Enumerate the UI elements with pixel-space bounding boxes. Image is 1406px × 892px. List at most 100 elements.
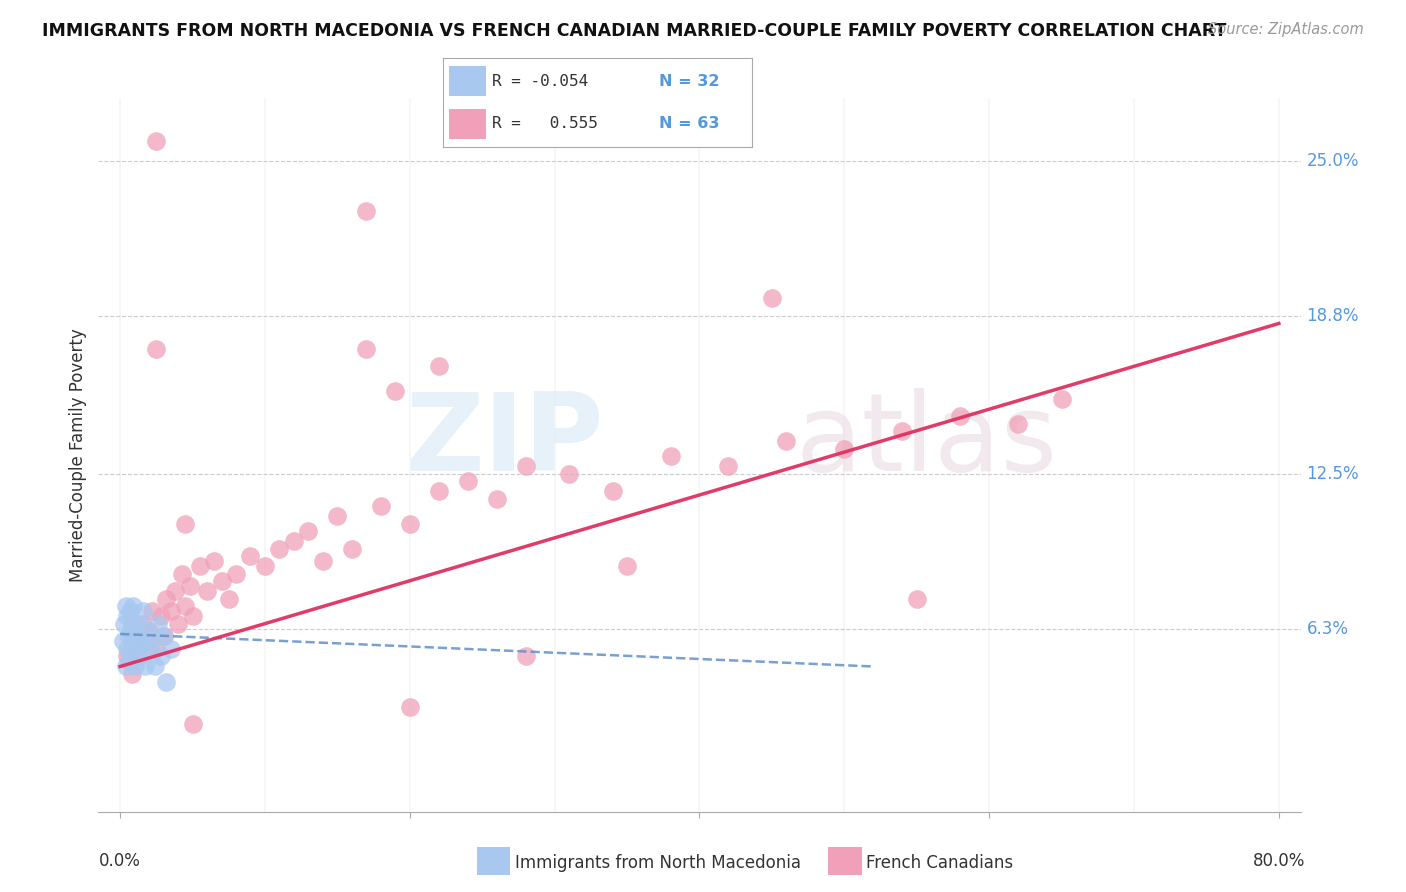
Point — [165, 584, 187, 599]
Point — [120, 624, 142, 639]
Point — [179, 579, 201, 593]
Text: N = 63: N = 63 — [659, 117, 720, 131]
Point — [283, 534, 305, 549]
Point — [118, 655, 141, 669]
Point — [174, 599, 197, 614]
Point — [155, 674, 177, 689]
Point — [132, 604, 155, 618]
Point — [121, 642, 143, 657]
Point — [181, 717, 204, 731]
Text: R =   0.555: R = 0.555 — [492, 117, 599, 131]
Point — [515, 459, 537, 474]
Point — [117, 649, 139, 664]
Point — [145, 642, 167, 657]
Point — [312, 554, 335, 568]
Point — [138, 624, 160, 639]
Point — [218, 591, 240, 606]
Point — [356, 342, 378, 356]
Point — [427, 359, 450, 373]
Point — [515, 649, 537, 664]
Point — [269, 541, 291, 556]
Text: 80.0%: 80.0% — [1253, 852, 1305, 870]
Point — [616, 559, 638, 574]
Text: 0.0%: 0.0% — [100, 852, 141, 870]
Point — [340, 541, 363, 556]
Point — [602, 484, 624, 499]
Text: 25.0%: 25.0% — [1306, 152, 1360, 169]
Point — [114, 616, 136, 631]
FancyBboxPatch shape — [449, 109, 486, 139]
Point — [118, 630, 141, 644]
Point — [775, 434, 797, 449]
Text: Source: ZipAtlas.com: Source: ZipAtlas.com — [1208, 22, 1364, 37]
Point — [122, 634, 145, 648]
Point — [239, 549, 262, 564]
Point — [195, 584, 218, 599]
Point — [188, 559, 211, 574]
Point — [117, 609, 139, 624]
Y-axis label: Married-Couple Family Poverty: Married-Couple Family Poverty — [69, 328, 87, 582]
Point — [127, 642, 149, 657]
Point — [134, 659, 156, 673]
Point — [112, 634, 135, 648]
Point — [115, 599, 138, 614]
Point — [326, 509, 349, 524]
Text: ZIP: ZIP — [405, 388, 603, 493]
Text: atlas: atlas — [796, 388, 1057, 493]
Point — [253, 559, 276, 574]
Point — [356, 203, 378, 218]
Point — [905, 591, 928, 606]
Point — [131, 616, 153, 631]
Point — [115, 659, 138, 673]
Point — [120, 604, 142, 618]
Point — [125, 642, 148, 657]
Point — [122, 599, 145, 614]
Point — [135, 634, 157, 648]
Point — [124, 659, 146, 673]
Text: N = 32: N = 32 — [659, 74, 720, 88]
Point — [174, 516, 197, 531]
Point — [181, 609, 204, 624]
Point — [398, 699, 420, 714]
Point — [131, 634, 153, 648]
Point — [117, 642, 139, 657]
Text: 18.8%: 18.8% — [1306, 307, 1360, 325]
Text: 6.3%: 6.3% — [1306, 620, 1348, 638]
Text: French Canadians: French Canadians — [866, 854, 1014, 871]
Point — [211, 574, 233, 589]
Point — [891, 424, 914, 438]
Point — [143, 659, 166, 673]
Point — [124, 630, 146, 644]
Text: R = -0.054: R = -0.054 — [492, 74, 589, 88]
Text: IMMIGRANTS FROM NORTH MACEDONIA VS FRENCH CANADIAN MARRIED-COUPLE FAMILY POVERTY: IMMIGRANTS FROM NORTH MACEDONIA VS FRENC… — [42, 22, 1226, 40]
Point — [138, 642, 160, 657]
Point — [297, 524, 319, 539]
Point — [128, 616, 150, 631]
Point — [160, 642, 183, 657]
Point — [129, 649, 152, 664]
Point — [717, 459, 740, 474]
Point — [834, 442, 856, 456]
FancyBboxPatch shape — [449, 66, 486, 96]
Point — [135, 624, 157, 639]
Point — [202, 554, 225, 568]
Point — [141, 604, 163, 618]
Point — [225, 566, 247, 581]
Point — [457, 474, 479, 488]
Point — [121, 667, 143, 681]
Point — [558, 467, 581, 481]
Point — [485, 491, 508, 506]
Point — [370, 500, 392, 514]
Point — [160, 604, 183, 618]
Point — [145, 134, 167, 148]
Point — [149, 609, 172, 624]
Point — [152, 630, 174, 644]
Point — [141, 634, 163, 648]
Point — [398, 516, 420, 531]
Text: 12.5%: 12.5% — [1306, 465, 1360, 483]
Point — [167, 616, 190, 631]
Point — [949, 409, 972, 423]
Point — [427, 484, 450, 499]
Point — [127, 630, 149, 644]
Point — [761, 292, 783, 306]
